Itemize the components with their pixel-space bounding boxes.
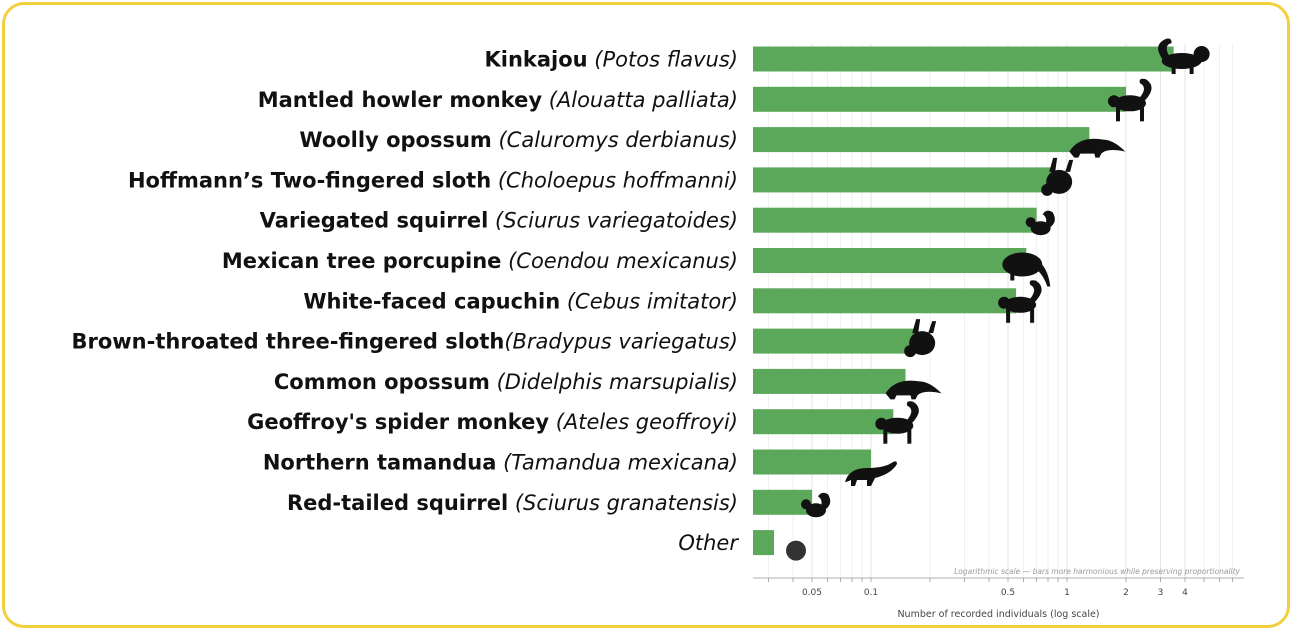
- category-label: Mantled howler monkey (Alouatta palliata…: [258, 88, 738, 112]
- bar: [753, 46, 1174, 72]
- common-name: Geoffroy's spider monkey: [247, 410, 549, 434]
- latin-name: (Didelphis marsupialis): [490, 370, 738, 394]
- category-label: Other: [678, 531, 739, 555]
- latin-name: (Bradypus variegatus): [504, 330, 738, 354]
- latin-name: Other: [678, 531, 739, 555]
- category-label: Common opossum (Didelphis marsupialis): [274, 370, 738, 394]
- woolly-opossum-icon: [1069, 138, 1126, 158]
- x-tick-label: 0.05: [802, 588, 822, 598]
- bar-row: Brown-throated three-fingered sloth(Brad…: [71, 319, 937, 358]
- x-tick-label: 0.5: [1001, 588, 1015, 598]
- x-tick-label: 4: [1182, 588, 1188, 598]
- category-label: Kinkajou (Potos flavus): [484, 48, 738, 72]
- latin-name: (Sciurus granatensis): [508, 491, 738, 515]
- bar: [753, 207, 1037, 233]
- category-label: Variegated squirrel (Sciurus variegatoid…: [260, 209, 738, 233]
- bar-row: Red-tailed squirrel (Sciurus granatensis…: [287, 489, 831, 518]
- bar: [753, 288, 1017, 314]
- porcupine-icon: [1002, 252, 1051, 287]
- latin-name: (Cebus imitator): [560, 289, 738, 313]
- spider-monkey-icon: [875, 401, 919, 444]
- common-name: Variegated squirrel: [260, 209, 489, 233]
- bar-row: Common opossum (Didelphis marsupialis): [274, 368, 942, 400]
- common-name: Woolly opossum: [299, 128, 491, 152]
- bar-row: Mantled howler monkey (Alouatta palliata…: [258, 78, 1152, 122]
- bar: [753, 409, 894, 435]
- latin-name: (Potos flavus): [588, 48, 738, 72]
- category-label: Brown-throated three-fingered sloth(Brad…: [71, 330, 738, 354]
- latin-name: (Choloepus hoffmanni): [491, 168, 738, 192]
- x-tick-label: 2: [1123, 588, 1129, 598]
- common-name: Northern tamandua: [263, 451, 497, 475]
- latin-name: (Caluromys derbianus): [492, 128, 738, 152]
- bar: [753, 328, 917, 354]
- bar-row: Variegated squirrel (Sciurus variegatoid…: [260, 207, 1055, 236]
- bar-row: White-faced capuchin (Cebus imitator): [303, 280, 1042, 323]
- latin-name: (Alouatta palliata): [542, 88, 738, 112]
- category-label: Red-tailed squirrel (Sciurus granatensis…: [287, 491, 738, 515]
- scale-note: Logarithmic scale — bars more harmonious…: [954, 567, 1240, 576]
- latin-name: (Tamandua mexicana): [496, 451, 738, 475]
- latin-name: (Coendou mexicanus): [501, 249, 738, 273]
- opossum-icon: [885, 380, 942, 400]
- latin-name: (Sciurus variegatoides): [488, 209, 738, 233]
- x-tick-label: 0.1: [864, 588, 878, 598]
- bar-row: Mexican tree porcupine (Coendou mexicanu…: [222, 248, 1051, 287]
- common-name: Mantled howler monkey: [258, 88, 543, 112]
- bar-row: Other: [678, 530, 807, 561]
- sloth-icon: [1041, 157, 1074, 196]
- category-label: Geoffroy's spider monkey (Ateles geoffro…: [247, 410, 738, 434]
- bar: [753, 86, 1126, 112]
- sloth-icon: [904, 319, 937, 358]
- x-axis-title: Number of recorded individuals (log scal…: [897, 609, 1099, 620]
- common-name: Mexican tree porcupine: [222, 249, 502, 273]
- common-name: Red-tailed squirrel: [287, 491, 508, 515]
- bar-row: Woolly opossum (Caluromys derbianus): [299, 127, 1126, 158]
- bar: [753, 127, 1090, 153]
- x-tick-label: 1: [1064, 588, 1070, 598]
- bar: [753, 530, 775, 556]
- common-name: Kinkajou: [484, 48, 587, 72]
- bar: [753, 248, 1027, 273]
- category-label: Northern tamandua (Tamandua mexicana): [263, 451, 738, 475]
- bar-row: Northern tamandua (Tamandua mexicana): [263, 449, 898, 486]
- bar-row: Geoffroy's spider monkey (Ateles geoffro…: [247, 401, 919, 444]
- squirrel-icon: [1025, 210, 1055, 236]
- bar: [753, 167, 1054, 193]
- tamandua-icon: [845, 461, 898, 486]
- category-label: White-faced capuchin (Cebus imitator): [303, 289, 738, 313]
- bar-row: Hoffmann’s Two-fingered sloth (Choloepus…: [128, 157, 1074, 196]
- squirrel-icon: [801, 492, 831, 518]
- x-tick-label: 3: [1158, 588, 1164, 598]
- x-axis-ticks: [768, 578, 1234, 582]
- common-name: Common opossum: [274, 370, 490, 394]
- dot-icon: [786, 540, 807, 561]
- capuchin-icon: [998, 280, 1042, 323]
- bar-row: Kinkajou (Potos flavus): [484, 38, 1210, 74]
- common-name: Brown-throated three-fingered sloth: [71, 330, 504, 354]
- bar: [753, 368, 906, 394]
- latin-name: (Ateles geoffroyi): [549, 410, 738, 434]
- category-label: Woolly opossum (Caluromys derbianus): [299, 128, 738, 152]
- category-label: Hoffmann’s Two-fingered sloth (Choloepus…: [128, 168, 738, 192]
- common-name: White-faced capuchin: [303, 289, 560, 313]
- kinkajou-icon: [1158, 38, 1210, 74]
- bar: [753, 449, 872, 475]
- common-name: Hoffmann’s Two-fingered sloth: [128, 168, 491, 192]
- category-label: Mexican tree porcupine (Coendou mexicanu…: [222, 249, 738, 273]
- howler-monkey-icon: [1107, 78, 1152, 122]
